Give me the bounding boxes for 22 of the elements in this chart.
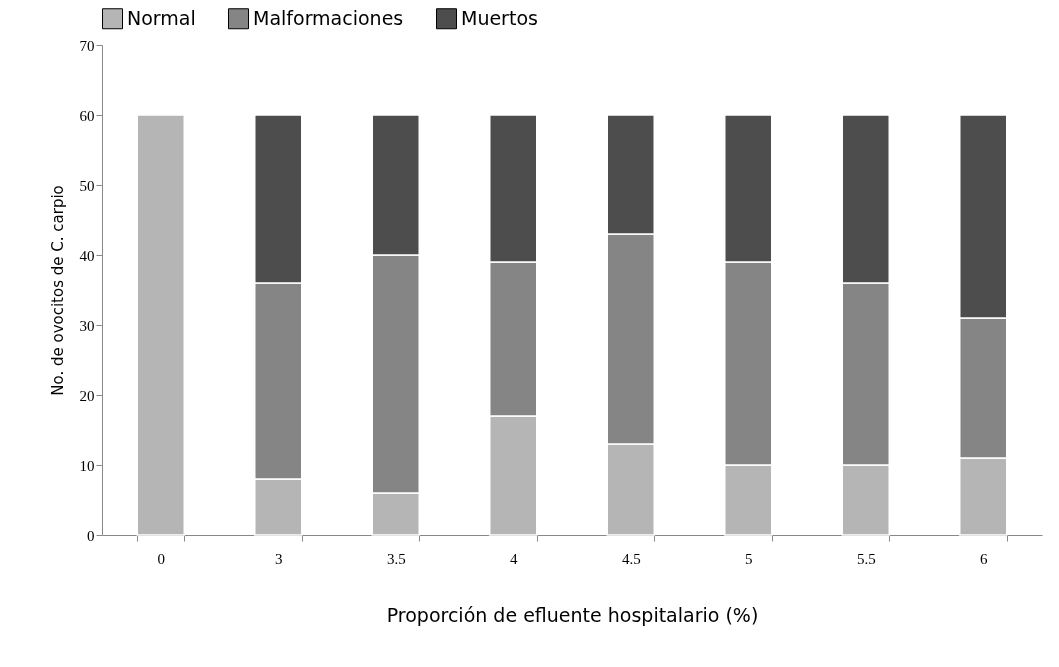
bar xyxy=(136,114,185,536)
y-tick-label: 60 xyxy=(79,107,95,124)
x-tick-label: 4 xyxy=(510,550,518,567)
y-tick-label: 10 xyxy=(79,457,95,474)
y-tick-label: 40 xyxy=(79,247,95,264)
y-tick-label: 30 xyxy=(79,317,95,334)
x-tick-label: 3.5 xyxy=(386,550,406,567)
y-tick-label: 50 xyxy=(79,177,95,194)
y-tick-label: 0 xyxy=(87,527,95,544)
legend-label: Normal xyxy=(127,6,196,29)
x-axis-title: Proporción de efluente hospitalario (%) xyxy=(386,603,759,626)
legend-label: Muertos xyxy=(461,6,538,29)
x-tick-label: 6 xyxy=(980,550,988,567)
x-tick-label: 0 xyxy=(157,550,165,567)
y-tick-label: 70 xyxy=(79,37,95,54)
x-tick-label: 5.5 xyxy=(856,550,876,567)
x-tick-label: 5 xyxy=(745,550,753,567)
x-tick-label: 4.5 xyxy=(621,550,641,567)
y-axis-title: No. de ovocitos de C. carpio xyxy=(48,185,67,396)
y-tick-label: 20 xyxy=(79,387,95,404)
legend-label: Malformaciones xyxy=(253,6,404,29)
x-tick-label: 3 xyxy=(275,550,283,567)
